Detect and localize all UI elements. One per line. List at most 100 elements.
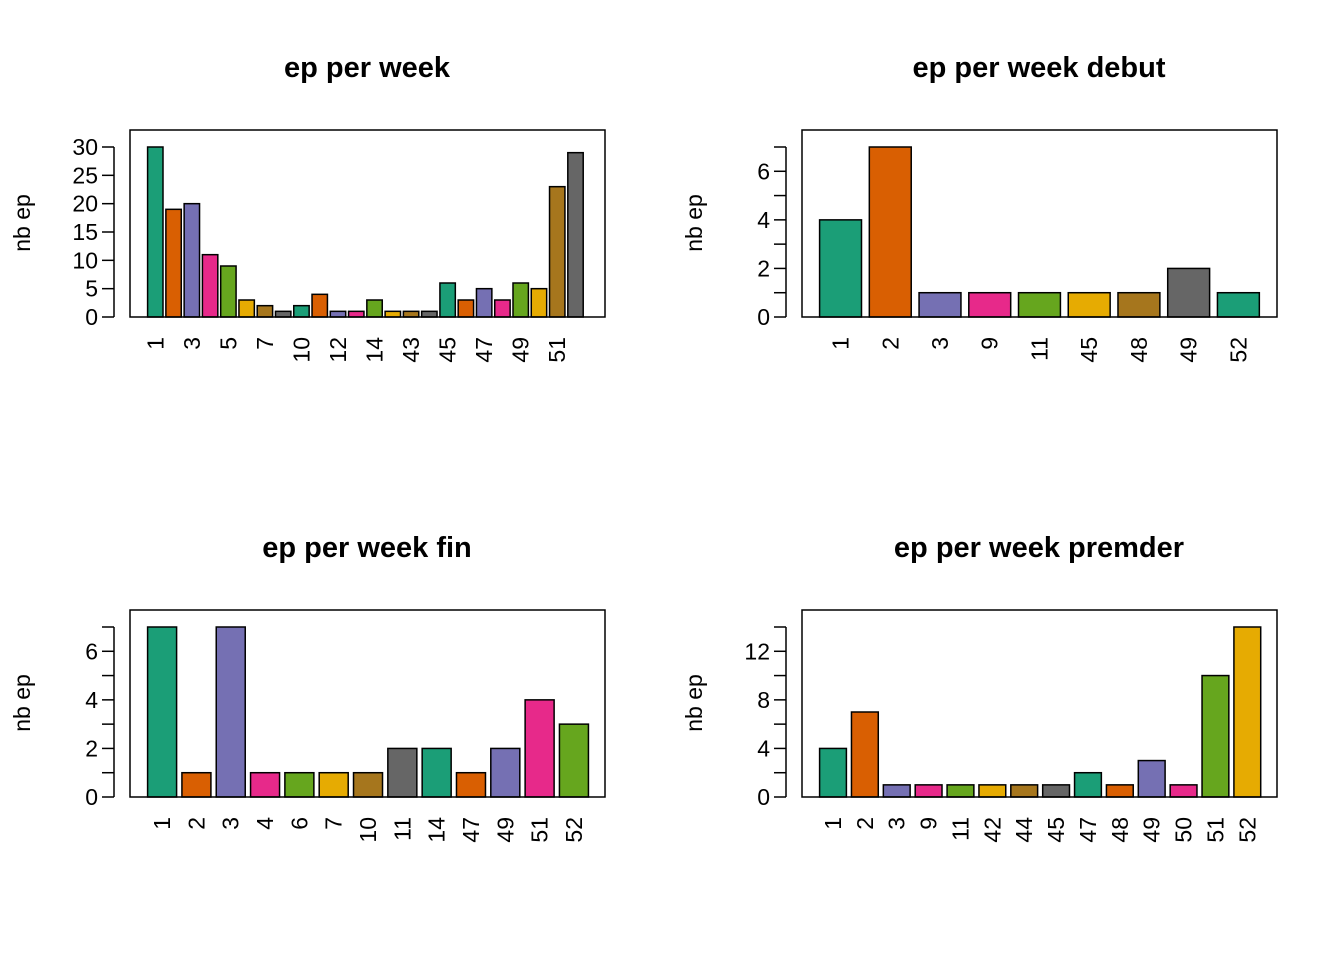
bar-45 bbox=[1041, 784, 1071, 798]
y-tick-label: 5 bbox=[85, 276, 98, 302]
x-tick-label: 52 bbox=[1225, 337, 1251, 363]
bar-42 bbox=[978, 784, 1007, 798]
y-tick-label: 10 bbox=[72, 247, 98, 273]
x-tick-label: 51 bbox=[544, 337, 570, 363]
x-tick-label: 1 bbox=[149, 817, 175, 830]
bar-4 bbox=[201, 253, 219, 318]
bar-14 bbox=[366, 299, 383, 318]
y-tick-label: 8 bbox=[757, 687, 770, 713]
chart-title: ep per week fin bbox=[262, 532, 472, 564]
bar-15 bbox=[384, 310, 402, 318]
y-tick-label: 4 bbox=[757, 735, 770, 761]
bar-48 bbox=[1105, 784, 1134, 798]
x-tick-label: 49 bbox=[1176, 337, 1202, 363]
y-tick-label: 6 bbox=[757, 158, 770, 184]
bar-3 bbox=[215, 626, 246, 798]
x-tick-label: 9 bbox=[977, 337, 1003, 350]
bar-49 bbox=[490, 747, 521, 798]
bar-52 bbox=[558, 723, 590, 798]
panel-ep-per-week: ep per week nb ep 1 3 5 7 10 12 14 43 45 47 49 5105… bbox=[9, 52, 606, 363]
bar-3 bbox=[918, 291, 962, 318]
plot-frame bbox=[129, 609, 606, 798]
y-tick-label: 25 bbox=[72, 162, 98, 188]
x-tick-label: 51 bbox=[527, 817, 553, 843]
bar-9 bbox=[968, 291, 1012, 318]
y-tick-label: 0 bbox=[757, 304, 770, 330]
bar-6 bbox=[284, 771, 315, 798]
y-tick-label: 6 bbox=[85, 638, 98, 664]
y-tick-label: 0 bbox=[85, 304, 98, 330]
bar-49 bbox=[1137, 759, 1166, 798]
bar-48 bbox=[493, 299, 511, 318]
bar-7 bbox=[256, 304, 274, 318]
x-tick-label: 1 bbox=[828, 337, 854, 350]
chart-title: ep per week premder bbox=[894, 532, 1184, 564]
x-tick-label: 1 bbox=[820, 817, 846, 830]
bar-48 bbox=[1117, 291, 1161, 318]
x-tick-label: 2 bbox=[183, 817, 209, 830]
x-tick-label: 11 bbox=[1026, 337, 1052, 361]
y-tick-label: 2 bbox=[757, 255, 770, 281]
x-tick-label: 10 bbox=[288, 337, 314, 363]
x-tick-label: 12 bbox=[325, 337, 351, 363]
bar-51 bbox=[548, 185, 566, 318]
y-tick-label: 30 bbox=[72, 134, 98, 160]
y-tick-label: 2 bbox=[85, 735, 98, 761]
x-tick-label: 51 bbox=[1202, 817, 1228, 843]
bar-1 bbox=[818, 219, 863, 318]
y-tick-label: 0 bbox=[757, 784, 770, 810]
x-tick-label: 42 bbox=[979, 817, 1005, 843]
y-tick-label: 20 bbox=[72, 191, 98, 217]
plot-frame bbox=[801, 609, 1278, 798]
x-tick-label: 1 bbox=[142, 337, 168, 350]
bar-47 bbox=[1073, 771, 1103, 798]
bar-44 bbox=[420, 310, 438, 318]
bar-2 bbox=[868, 146, 912, 318]
bar-49 bbox=[1166, 267, 1211, 318]
x-tick-label: 49 bbox=[1139, 817, 1165, 843]
bar-10 bbox=[293, 304, 310, 318]
panel-ep-per-week-debut: ep per week debut nb ep 1 2 3 9 11 45 48 49 52 0 2… bbox=[681, 52, 1278, 363]
x-tick-label: 14 bbox=[362, 337, 388, 363]
x-tick-label: 7 bbox=[252, 337, 278, 350]
x-tick-label: 52 bbox=[561, 817, 587, 843]
x-tick-label: 48 bbox=[1126, 337, 1152, 363]
x-tick-label: 3 bbox=[218, 817, 244, 830]
bar-45 bbox=[1067, 291, 1111, 318]
bar-13 bbox=[347, 310, 365, 318]
bar-6 bbox=[238, 299, 256, 318]
y-tick-label: 15 bbox=[72, 219, 98, 245]
bar-2 bbox=[181, 771, 212, 798]
bar-43 bbox=[402, 310, 420, 318]
x-tick-label: 45 bbox=[1076, 337, 1102, 363]
x-tick-label: 47 bbox=[471, 337, 497, 363]
x-tick-label: 9 bbox=[916, 817, 942, 830]
bar-12 bbox=[329, 310, 347, 318]
bar-11 bbox=[387, 747, 418, 798]
x-tick-label: 49 bbox=[492, 817, 518, 843]
bar-2 bbox=[850, 711, 880, 798]
y-tick-label: 0 bbox=[85, 784, 98, 810]
plot-frame bbox=[801, 129, 1278, 318]
bar-5 bbox=[219, 265, 237, 318]
x-tick-label: 2 bbox=[852, 817, 878, 830]
x-tick-label: 5 bbox=[215, 337, 241, 350]
y-axis-label: nb ep bbox=[9, 674, 35, 732]
x-tick-label: 43 bbox=[398, 337, 424, 363]
y-tick-label: 4 bbox=[85, 687, 98, 713]
bar-1 bbox=[818, 747, 848, 798]
y-axis-label: nb ep bbox=[681, 674, 707, 732]
x-tick-label: 44 bbox=[1011, 817, 1037, 843]
bar-47 bbox=[455, 771, 487, 798]
y-tick-label: 4 bbox=[757, 207, 770, 233]
x-tick-label: 49 bbox=[508, 337, 534, 363]
bar-14 bbox=[421, 747, 452, 798]
x-tick-label: 6 bbox=[286, 817, 312, 830]
x-tick-label: 48 bbox=[1107, 817, 1133, 843]
bar-47 bbox=[475, 287, 493, 318]
x-tick-label: 7 bbox=[321, 817, 347, 830]
bar-50 bbox=[1169, 784, 1198, 798]
panel-ep-per-week-premder: ep per week premder nb ep 1 2 3 9 11 42 44 45 47… bbox=[681, 532, 1278, 843]
x-tick-label: 11 bbox=[947, 817, 973, 841]
